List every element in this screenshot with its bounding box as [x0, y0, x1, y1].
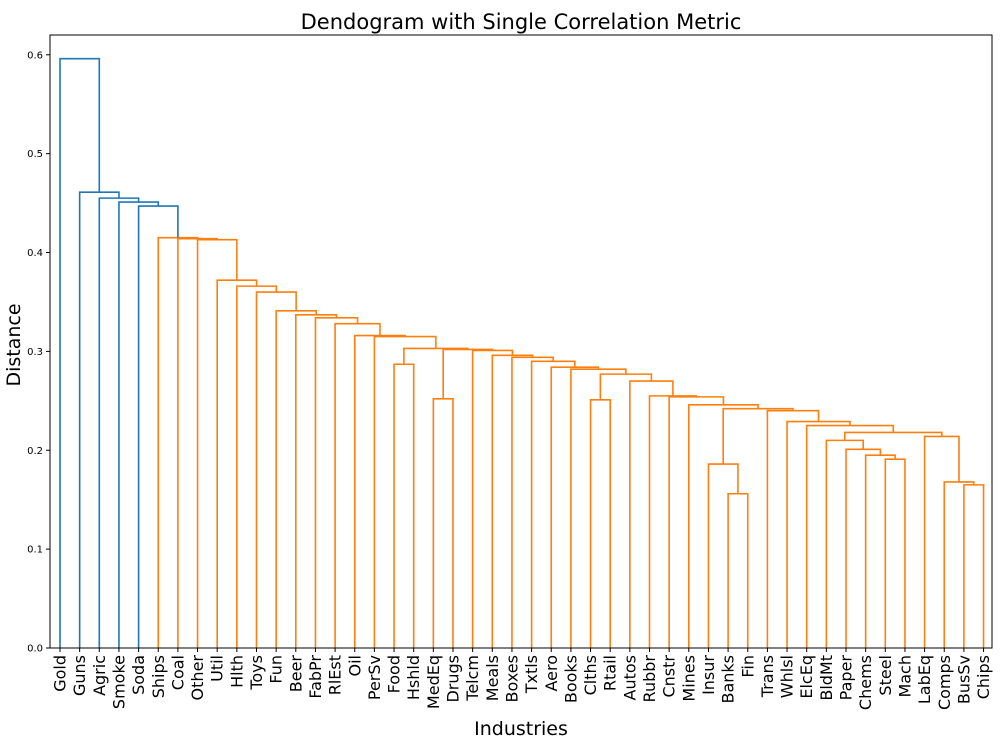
x-tick-label: Agric	[90, 655, 109, 696]
x-tick-label: Util	[208, 655, 227, 682]
x-tick-label: Books	[561, 655, 580, 703]
y-axis: 0.0 0.1 0.2 0.3 0.4 0.5 0.6	[27, 50, 50, 655]
x-tick-label: Chems	[856, 655, 875, 710]
x-tick-label: ElcEq	[797, 655, 816, 699]
x-tick-label: Rubbr	[640, 655, 659, 703]
x-tick-label: Beer	[286, 655, 305, 693]
x-tick-label: Smoke	[109, 655, 128, 709]
x-tick-label: RlEst	[326, 655, 345, 695]
x-tick-label: Rtail	[601, 655, 620, 691]
dendrogram-link	[668, 396, 725, 648]
dendrogram-link	[825, 439, 864, 648]
x-tick-label: Trans	[758, 655, 777, 698]
x-tick-label: MedEq	[424, 655, 443, 709]
dendrogram-link	[570, 368, 627, 648]
dendrogram-link	[59, 57, 101, 648]
x-tick-label: PerSv	[365, 655, 384, 700]
dendrogram-link	[943, 481, 975, 648]
y-tick-label: 0.3	[27, 347, 43, 358]
x-tick-label: Oil	[345, 655, 364, 676]
dendrogram-link	[196, 238, 238, 648]
dendrogram-link	[707, 463, 739, 648]
y-tick-label: 0.6	[27, 50, 43, 61]
x-tick-label: Fun	[267, 655, 286, 684]
dendrogram-link	[722, 407, 794, 465]
x-tick-label: Coal	[168, 655, 187, 690]
dendrogram-link	[530, 360, 576, 648]
dendrogram-link	[491, 354, 534, 648]
dendrogram-link	[864, 454, 896, 648]
x-tick-label: Hlth	[227, 655, 246, 688]
x-tick-label: Boxes	[502, 655, 521, 702]
dendrogram-link	[403, 347, 469, 365]
x-tick-label: Fin	[738, 655, 757, 678]
dendrogram-link	[393, 363, 415, 648]
dendrogram-link	[845, 448, 882, 648]
x-tick-label: Comps	[935, 655, 954, 710]
dendrogram-link	[137, 205, 179, 648]
x-tick-label: Aero	[542, 655, 561, 692]
dendrogram-link	[599, 373, 653, 400]
dendrogram-link	[963, 484, 985, 648]
x-tick-label: Other	[188, 655, 207, 701]
x-tick-label: Meals	[483, 655, 502, 701]
dendrogram-link	[314, 316, 359, 648]
x-tick-label: Autos	[620, 655, 639, 700]
x-tick-label: Ships	[149, 655, 168, 698]
y-axis-label: Distance	[3, 303, 25, 386]
y-tick-label: 0.2	[27, 446, 43, 457]
dendrogram-link	[786, 420, 851, 648]
x-axis-label: Industries	[474, 718, 568, 740]
dendrogram-link	[432, 398, 454, 648]
dendrogram-link	[629, 380, 674, 648]
dendrogram-link	[334, 322, 381, 648]
x-tick-label: Cnstr	[660, 655, 679, 698]
x-tick-label: Gold	[51, 655, 70, 692]
plot-frame	[49, 34, 993, 649]
chart-title: Dendogram with Single Correlation Metric	[301, 10, 742, 34]
x-tick-label: Telcm	[463, 655, 482, 702]
y-tick-label: 0.4	[27, 248, 43, 259]
dendrogram-link	[766, 409, 820, 648]
x-tick-label: Clths	[581, 655, 600, 695]
x-tick-label: Paper	[837, 655, 856, 701]
x-tick-label: Food	[385, 655, 404, 693]
x-tick-label: Steel	[876, 655, 895, 696]
y-tick-label: 0.5	[27, 149, 43, 160]
dendrogram-links	[59, 57, 985, 648]
x-tick-label: Soda	[129, 655, 148, 695]
x-tick-label: Insur	[699, 655, 718, 695]
dendrogram-link	[442, 348, 494, 399]
x-tick-label: Toys	[247, 655, 266, 691]
dendrogram-link	[511, 356, 555, 648]
x-tick-label: Drugs	[444, 655, 463, 703]
x-tick-label: Hshld	[404, 655, 423, 700]
x-tick-label: Txtls	[522, 655, 541, 694]
x-tick-label: Banks	[719, 655, 738, 704]
x-tick-label: Chips	[974, 655, 993, 699]
dendrogram-link	[78, 191, 120, 648]
x-tick-label: Mines	[679, 655, 698, 702]
x-tick-label: LabEq	[915, 655, 934, 704]
dendrogram-link	[353, 334, 406, 648]
dendrogram-link	[884, 458, 906, 648]
x-tick-label: Mach	[895, 655, 914, 698]
dendrogram-link	[727, 492, 749, 648]
x-tick-label: Guns	[70, 655, 89, 696]
dendrogram-link	[255, 291, 297, 648]
dendrogram-link	[118, 201, 160, 648]
dendrogram-link	[295, 314, 338, 648]
x-axis: Gold Guns Agric Smoke Soda Ships Coal Other Util…	[51, 648, 993, 710]
dendrogram-link	[923, 435, 960, 648]
x-tick-label: Whlsl	[778, 655, 797, 698]
y-tick-label: 0.1	[27, 545, 43, 556]
x-tick-label: FabPr	[306, 655, 325, 699]
dendrogram-link	[805, 424, 895, 648]
dendrogram-link	[373, 335, 437, 648]
x-tick-label: BldMt	[817, 655, 836, 701]
y-tick-label: 0.0	[27, 644, 43, 655]
x-tick-label: BusSv	[954, 655, 973, 704]
dendrogram-link	[589, 399, 611, 648]
